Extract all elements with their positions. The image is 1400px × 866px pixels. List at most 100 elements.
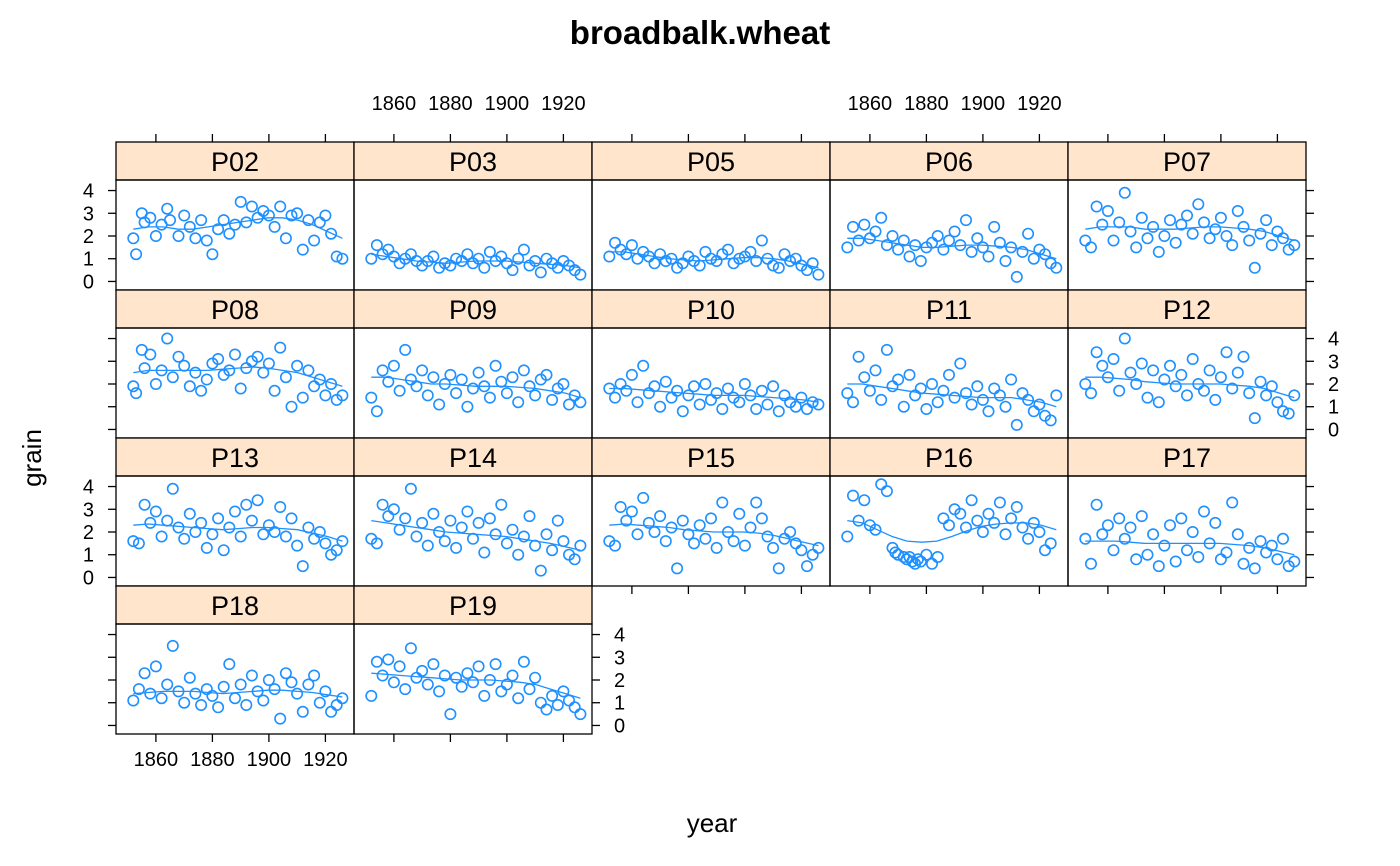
smooth-line — [371, 376, 581, 399]
data-point — [393, 660, 406, 673]
data-point — [965, 398, 978, 411]
data-point — [161, 202, 174, 215]
data-point — [178, 696, 191, 709]
data-point — [302, 214, 315, 227]
data-point — [1186, 352, 1199, 365]
data-point — [1135, 211, 1148, 224]
data-point — [1118, 332, 1131, 345]
data-point — [130, 387, 143, 400]
data-point — [382, 653, 395, 666]
data-point — [659, 255, 672, 268]
data-point — [149, 505, 162, 518]
data-point — [772, 261, 785, 274]
smooth-line — [609, 387, 819, 403]
data-point — [761, 398, 774, 411]
data-point — [1090, 200, 1103, 213]
data-point — [461, 400, 474, 413]
x-tick-label: 1860 — [134, 749, 179, 771]
y-tick-label: 3 — [1328, 351, 1339, 373]
data-point — [1260, 389, 1273, 402]
smooth-line — [1085, 376, 1295, 399]
panel-p03: P03 — [353, 141, 593, 291]
panel-frame — [591, 179, 831, 291]
data-point — [920, 402, 933, 415]
data-point — [625, 368, 638, 381]
x-tick-label: 1880 — [190, 749, 235, 771]
data-point — [557, 535, 570, 548]
data-point — [1050, 389, 1063, 402]
data-point — [450, 387, 463, 400]
data-point — [892, 243, 905, 256]
panel-p06: P06 — [829, 141, 1069, 291]
data-point — [880, 343, 893, 356]
data-point — [500, 387, 513, 400]
strip-p06 — [829, 141, 1069, 181]
data-point — [410, 380, 423, 393]
smooth-line — [1085, 226, 1295, 242]
data-point — [240, 216, 253, 229]
data-point — [336, 535, 349, 548]
data-point — [132, 537, 145, 550]
data-point — [846, 489, 859, 502]
data-point — [206, 689, 219, 702]
data-point — [1248, 412, 1261, 425]
data-point — [755, 512, 768, 525]
data-point — [976, 525, 989, 538]
data-point — [1265, 539, 1278, 552]
data-point — [495, 375, 508, 388]
data-point — [625, 505, 638, 518]
data-point — [1277, 405, 1290, 418]
data-point — [285, 512, 298, 525]
data-point — [1164, 359, 1177, 372]
y-tick-label: 4 — [83, 181, 94, 203]
data-point — [319, 685, 332, 698]
data-point — [721, 243, 734, 256]
data-point — [1198, 216, 1211, 229]
data-point — [444, 708, 457, 721]
data-point — [274, 200, 287, 213]
x-tick-label: 1900 — [961, 93, 1006, 115]
data-point — [512, 396, 525, 409]
panel-p09: P09 — [353, 289, 593, 439]
data-point — [268, 384, 281, 397]
data-point — [1203, 232, 1216, 245]
data-point — [164, 214, 177, 227]
data-point — [427, 658, 440, 671]
data-point — [217, 680, 230, 693]
data-point — [234, 195, 247, 208]
data-point — [1152, 560, 1165, 573]
strip-label: P19 — [449, 591, 497, 621]
data-point — [138, 667, 151, 680]
data-point — [1027, 252, 1040, 265]
data-point — [959, 214, 972, 227]
x-tick-label: 1900 — [247, 749, 292, 771]
data-point — [750, 496, 763, 509]
data-point — [750, 255, 763, 268]
data-point — [483, 512, 496, 525]
data-point — [229, 505, 242, 518]
data-point — [302, 364, 315, 377]
data-point — [1005, 512, 1018, 525]
data-point — [1079, 234, 1092, 247]
data-point — [858, 218, 871, 231]
data-point — [217, 214, 230, 227]
strip-label: P16 — [925, 443, 973, 473]
data-point — [784, 525, 797, 538]
data-point — [376, 498, 389, 511]
data-point — [648, 525, 661, 538]
data-point — [466, 532, 479, 545]
data-point — [704, 252, 717, 265]
data-point — [155, 692, 168, 705]
strip-label: P05 — [687, 147, 735, 177]
y-tick-label: 1 — [83, 545, 94, 567]
data-point — [659, 535, 672, 548]
data-point — [800, 560, 813, 573]
data-point — [144, 687, 157, 700]
panel-p19: P19 — [353, 585, 593, 735]
data-point — [138, 362, 151, 375]
data-point — [279, 667, 292, 680]
data-point — [155, 530, 168, 543]
data-point — [914, 382, 927, 395]
strip-label: P06 — [925, 147, 973, 177]
data-point — [744, 521, 757, 534]
